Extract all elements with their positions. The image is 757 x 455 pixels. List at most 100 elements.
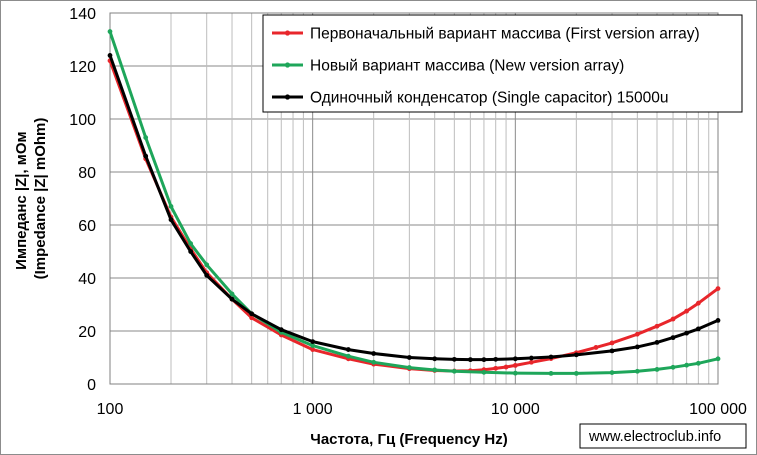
data-point <box>249 315 255 321</box>
data-point <box>684 362 690 368</box>
legend-swatch-marker <box>284 62 291 68</box>
data-point <box>481 369 487 375</box>
data-point <box>634 344 640 350</box>
data-point <box>593 345 599 350</box>
data-point <box>345 347 351 352</box>
data-point <box>451 356 457 362</box>
y-tick-label: 100 <box>69 112 96 129</box>
data-point <box>634 331 640 337</box>
data-point <box>654 367 660 372</box>
data-point <box>168 217 174 223</box>
data-point <box>107 53 113 58</box>
data-point <box>168 204 174 209</box>
y-tick-label: 20 <box>78 324 96 341</box>
series-2 <box>107 53 721 363</box>
plot-area-border <box>109 12 719 385</box>
data-point <box>573 371 579 376</box>
data-point <box>684 308 690 314</box>
data-point <box>634 368 640 374</box>
data-point <box>715 356 721 362</box>
data-point <box>143 135 149 140</box>
data-point <box>188 241 194 246</box>
data-point <box>684 330 690 336</box>
data-point <box>715 318 721 323</box>
data-point <box>654 339 660 345</box>
x-tick-label: 100 <box>97 401 124 418</box>
data-point <box>432 367 438 373</box>
data-point <box>493 365 499 371</box>
watermark-box <box>579 423 747 449</box>
data-point <box>204 262 210 268</box>
data-point <box>503 364 509 370</box>
legend-swatch-marker <box>284 30 291 36</box>
data-point <box>432 356 438 362</box>
data-point <box>512 356 518 362</box>
data-point <box>310 339 316 344</box>
tick-labels: 0 20 40 60 80 100 120 140 100 1 000 10 000 100 000 <box>69 6 747 418</box>
data-point <box>229 296 235 302</box>
y-axis-title-line-1: Импеданс |Z|, мОм <box>13 131 30 269</box>
data-point <box>310 343 316 348</box>
y-tick-label: 80 <box>78 165 96 182</box>
data-point <box>481 357 487 363</box>
y-tick-label: 0 <box>87 377 96 394</box>
watermark: www.electroclub.info <box>579 423 747 449</box>
data-point <box>229 291 235 297</box>
y-axis-title: Импеданс |Z|, мОм (Impedance |Z| mOhm) <box>13 118 49 280</box>
data-point <box>654 323 660 329</box>
legend-swatch-marker <box>284 94 291 100</box>
x-axis-title: Частота, Гц (Frequency Hz) <box>310 431 507 448</box>
series <box>107 29 721 376</box>
data-point <box>107 29 113 34</box>
legend-label: Первоначальный вариант массива (First ve… <box>310 26 700 43</box>
data-point <box>512 370 518 376</box>
data-point <box>204 272 210 278</box>
data-point <box>249 311 255 317</box>
data-point <box>345 353 351 359</box>
y-tick-label: 120 <box>69 59 96 76</box>
y-axis-title-line-2: (Impedance |Z| mOhm) <box>32 118 49 280</box>
data-point <box>670 316 676 322</box>
series-line-2 <box>108 53 720 362</box>
data-point <box>406 365 412 370</box>
data-point <box>670 364 676 370</box>
data-point <box>609 340 615 346</box>
data-point <box>451 368 457 374</box>
data-point <box>467 357 473 363</box>
legend: Первоначальный вариант массива (First ve… <box>262 14 743 113</box>
data-point <box>573 352 579 358</box>
y-tick-label: 40 <box>78 271 96 288</box>
data-point <box>528 355 534 361</box>
data-point <box>143 153 149 159</box>
legend-label: Новый вариант массива (New version array… <box>310 58 624 75</box>
data-point <box>512 363 518 368</box>
data-point <box>371 351 377 356</box>
data-point <box>406 355 412 360</box>
y-tick-label: 60 <box>78 218 96 235</box>
data-point <box>609 348 615 354</box>
series-1 <box>107 29 721 376</box>
data-point <box>670 335 676 341</box>
data-point <box>310 347 316 352</box>
data-point <box>278 327 284 333</box>
legend-label: Одиночный конденсатор (Single capacitor)… <box>310 90 669 107</box>
data-point <box>548 354 554 360</box>
watermark-text: www.electroclub.info <box>588 429 721 445</box>
data-point <box>695 300 701 306</box>
y-tick-label: 140 <box>69 6 96 23</box>
data-point <box>695 326 701 332</box>
data-point <box>609 370 615 376</box>
data-point <box>493 356 499 362</box>
data-point <box>371 359 377 365</box>
legend-box <box>262 14 743 113</box>
data-point <box>695 360 701 366</box>
data-point <box>548 371 554 376</box>
data-point <box>528 359 534 365</box>
x-tick-label: 10 000 <box>491 401 540 418</box>
data-point <box>188 249 194 254</box>
x-tick-label: 1 000 <box>293 401 333 418</box>
data-point <box>715 286 721 291</box>
x-tick-label: 100 000 <box>689 401 747 418</box>
